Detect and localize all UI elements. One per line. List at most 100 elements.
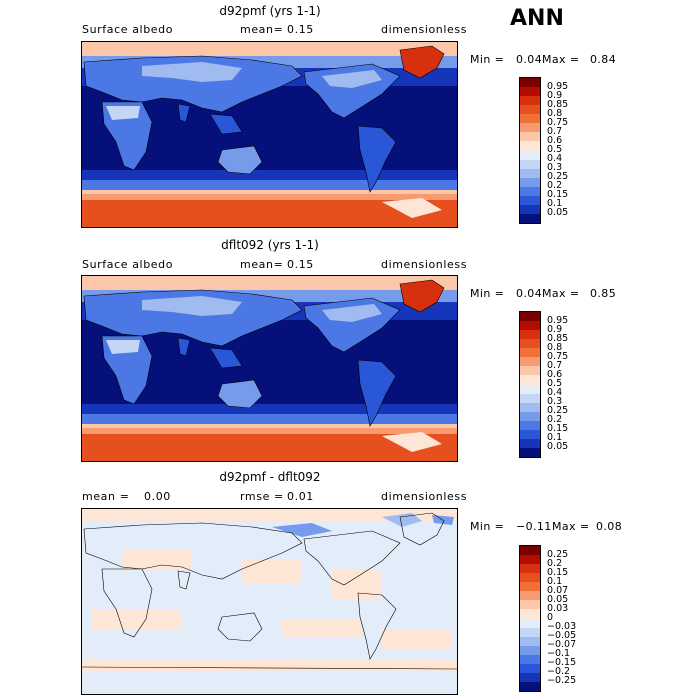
panel-3-units: dimensionless (381, 490, 468, 503)
colorbar-swatch (520, 609, 540, 619)
colorbar-tick-label: 0.9 (547, 323, 563, 335)
colorbar-tick-label: 0.15 (547, 189, 569, 201)
panel-2-max-label: Max = (542, 287, 580, 300)
panel-3-min-value: −0.11 (516, 520, 552, 533)
colorbar-swatch (520, 348, 540, 358)
colorbar-tick-label: 0.03 (547, 602, 569, 614)
colorbar-swatch (520, 330, 540, 340)
panel-2-units: dimensionless (381, 258, 468, 271)
colorbar-swatch (520, 627, 540, 637)
colorbar-tick-label: 0.25 (547, 171, 569, 183)
colorbar-swatch (520, 654, 540, 664)
panel-2-mean-value: 0.15 (287, 258, 314, 271)
colorbar-tick-label: −0.25 (547, 675, 577, 687)
colorbar-swatch (520, 618, 540, 628)
colorbar-tick-label: 0.95 (547, 80, 569, 92)
panel-2-mean-label: mean= (240, 258, 284, 271)
colorbar-swatch (520, 312, 540, 322)
panel-3-title: d92pmf - dflt092 (219, 470, 321, 484)
colorbar-tick-label: 0.6 (547, 368, 563, 380)
colorbar-tick-label: 0.05 (547, 207, 569, 219)
colorbar-swatch (520, 663, 540, 673)
colorbar-swatch (520, 582, 540, 592)
colorbar-swatch (520, 186, 540, 196)
panel-1-map (81, 41, 458, 228)
panel-1-min-label: Min = (470, 53, 505, 66)
colorbar-swatch (520, 195, 540, 205)
colorbar-tick-label: 0.3 (547, 162, 563, 174)
panel-2-min-label: Min = (470, 287, 505, 300)
panel-2-map (81, 275, 458, 462)
panel-1-max-label: Max = (542, 53, 580, 66)
colorbar-swatch (520, 105, 540, 115)
colorbar-swatch (520, 366, 540, 376)
colorbar-swatch (520, 402, 540, 412)
colorbar-swatch (520, 555, 540, 565)
colorbar-tick-label: 0.15 (547, 423, 569, 435)
panel-3-colorbar (519, 545, 541, 692)
panel-1-mean-label: mean= (240, 23, 284, 36)
colorbar-swatch (520, 87, 540, 97)
colorbar-swatch (520, 357, 540, 367)
colorbar-tick-label: 0.75 (547, 350, 569, 362)
colorbar-swatch (520, 96, 540, 106)
panel-1-colorbar (519, 77, 541, 224)
season-label: ANN (510, 6, 564, 31)
panel-1-title: d92pmf (yrs 1-1) (219, 4, 321, 18)
colorbar-tick-label: 0.4 (547, 387, 563, 399)
colorbar-swatch (520, 168, 540, 178)
panel-1-max-value: 0.84 (590, 53, 617, 66)
colorbar-tick-label: 0.85 (547, 98, 569, 110)
panel-3-mean-label: mean = (82, 490, 130, 503)
colorbar-tick-label: 0 (547, 612, 554, 623)
colorbar-swatch (520, 393, 540, 403)
panel-2-min-value: 0.04 (516, 287, 543, 300)
colorbar-tick-label: 0.5 (547, 144, 563, 155)
panel-1-variable: Surface albedo (82, 23, 174, 36)
colorbar-tick-label: 0.2 (547, 180, 563, 192)
panel-3-rmse-value: 0.01 (287, 490, 314, 503)
colorbar-tick-label: 0.6 (547, 134, 563, 146)
panel-1-units: dimensionless (381, 23, 468, 36)
colorbar-tick-label: −0.1 (547, 648, 571, 660)
panel-1-min-value: 0.04 (516, 53, 543, 66)
colorbar-swatch (520, 600, 540, 610)
colorbar-tick-label: 0.05 (547, 593, 569, 605)
colorbar-swatch (520, 447, 540, 457)
colorbar-tick-label: 0.2 (547, 414, 563, 426)
colorbar-swatch (520, 213, 540, 223)
colorbar-swatch (520, 681, 540, 691)
colorbar-swatch (520, 375, 540, 385)
panel-2-variable: Surface albedo (82, 258, 174, 271)
colorbar-swatch (520, 132, 540, 142)
panel-3-map (81, 508, 458, 695)
colorbar-tick-label: 0.9 (547, 89, 563, 101)
colorbar-tick-label: 0.25 (547, 405, 569, 417)
panel-3-max-value: 0.08 (596, 520, 623, 533)
colorbar-swatch (520, 438, 540, 448)
colorbar-tick-label: 0.05 (547, 441, 569, 453)
colorbar-swatch (520, 429, 540, 439)
panel-2-colorbar (519, 311, 541, 458)
colorbar-tick-label: 0.1 (547, 575, 563, 587)
panel-2-max-value: 0.85 (590, 287, 617, 300)
colorbar-tick-label: −0.07 (547, 639, 577, 651)
colorbar-swatch (520, 420, 540, 430)
panel-3-rmse-label: rmse = (240, 490, 284, 503)
colorbar-swatch (520, 384, 540, 394)
colorbar-swatch (520, 123, 540, 133)
colorbar-swatch (520, 114, 540, 124)
colorbar-tick-label: 0.2 (547, 557, 563, 569)
colorbar-swatch (520, 573, 540, 583)
colorbar-swatch (520, 645, 540, 655)
colorbar-swatch (520, 672, 540, 682)
colorbar-swatch (520, 204, 540, 214)
colorbar-tick-label: −0.2 (547, 666, 571, 678)
colorbar-swatch (520, 564, 540, 574)
colorbar-tick-label: 0.7 (547, 359, 563, 371)
colorbar-swatch (520, 159, 540, 169)
colorbar-tick-label: 0.8 (547, 107, 563, 119)
colorbar-swatch (520, 591, 540, 601)
colorbar-tick-label: 0.7 (547, 125, 563, 137)
colorbar-tick-label: 0.1 (547, 198, 563, 210)
